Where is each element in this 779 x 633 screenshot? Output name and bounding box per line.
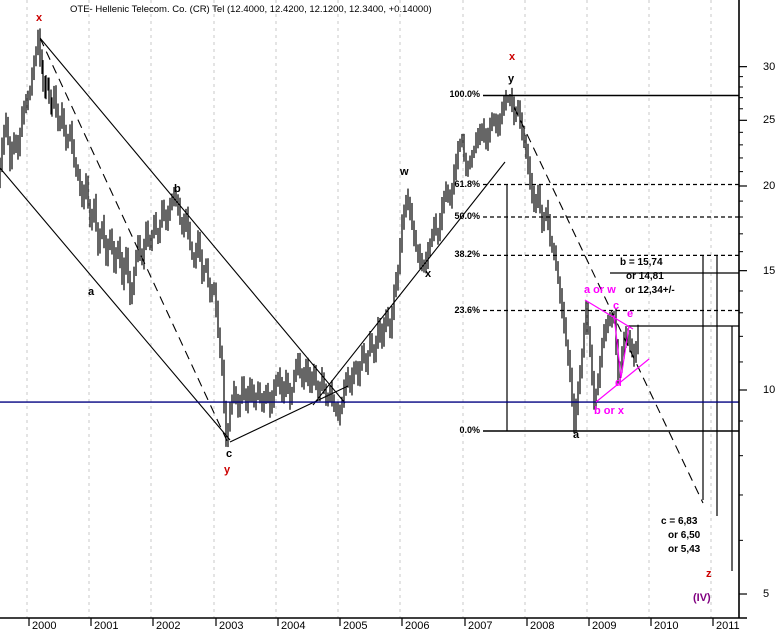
annotation-label: x xyxy=(425,268,432,280)
year-label: 2001 xyxy=(94,620,119,632)
year-label: 2004 xyxy=(281,620,306,632)
annotation-label: e xyxy=(627,308,634,320)
price-label: 10 xyxy=(763,384,776,396)
annotation-label: b xyxy=(174,183,181,195)
price-label: 30 xyxy=(763,60,776,73)
annotation-label: w xyxy=(400,166,409,178)
annotation-label: c xyxy=(226,448,233,460)
fib-level-label: 0.0% xyxy=(459,424,480,435)
annotation-label: a xyxy=(88,286,95,298)
triangle-pattern-lines xyxy=(584,299,650,403)
fib-level-label: 38.2% xyxy=(454,249,480,260)
fib-level-label: 50.0% xyxy=(454,211,480,221)
chart-title: OTE- Hellenic Telecom. Co. (CR) Tel (12.… xyxy=(70,4,432,15)
annotation-label: x xyxy=(509,51,516,63)
year-label: 2002 xyxy=(156,620,181,632)
annotation-label: (IV) xyxy=(693,592,711,604)
annotation-label: b or x xyxy=(594,405,624,417)
price-bars xyxy=(0,28,639,448)
price-label: 25 xyxy=(763,114,776,127)
price-label: 20 xyxy=(763,179,776,192)
year-label: 2005 xyxy=(343,620,368,632)
annotation-label: or 6,50 xyxy=(668,530,701,541)
trendlines xyxy=(0,37,704,504)
fib-level-label: 23.6% xyxy=(454,304,480,315)
annotation-label: c xyxy=(613,300,620,312)
annotation-label: or 14,81 xyxy=(626,271,664,282)
price-label: 15 xyxy=(763,264,776,277)
year-label: 2000 xyxy=(32,620,57,632)
annotation-label: a xyxy=(573,429,580,441)
year-gridlines xyxy=(26,0,712,618)
year-label: 2011 xyxy=(716,620,740,632)
year-label: 2007 xyxy=(468,620,493,632)
year-label: 2006 xyxy=(405,620,430,632)
year-label: 2008 xyxy=(530,620,555,632)
annotation-label: y xyxy=(224,464,231,476)
projection-lines xyxy=(610,256,739,571)
annotation-label: a or w xyxy=(584,284,616,296)
annotation-label: c = 6,83 xyxy=(661,516,698,527)
annotation-label: z xyxy=(706,568,712,580)
annotation-label: y xyxy=(508,73,515,85)
year-label: 2003 xyxy=(219,620,244,632)
year-label: 2009 xyxy=(592,620,617,632)
price-label: 5 xyxy=(763,588,770,600)
annotation-label: d xyxy=(615,377,622,389)
annotation-label: or 12,34+/- xyxy=(625,285,675,296)
annotation-label: x xyxy=(36,12,43,24)
year-label: 2010 xyxy=(654,620,679,632)
fibonacci-lines xyxy=(483,94,739,432)
fib-level-label: 100.0% xyxy=(449,89,480,100)
axes xyxy=(0,0,747,626)
fib-level-label: 61.8% xyxy=(454,178,480,189)
annotation-label: b = 15,74 xyxy=(620,257,663,268)
annotation-label: or 5,43 xyxy=(668,544,701,555)
